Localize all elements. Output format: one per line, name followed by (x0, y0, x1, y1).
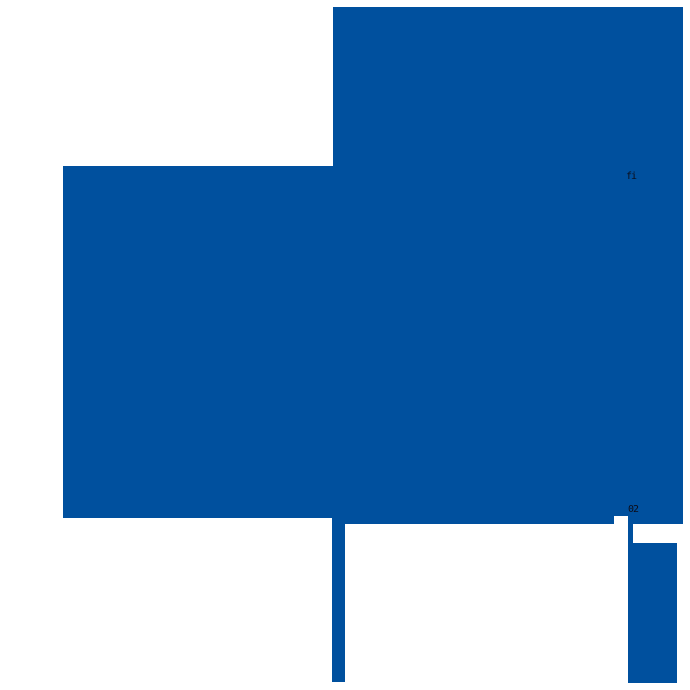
tiny-text-artifact-bottom: 02 (628, 504, 639, 515)
top-block (333, 7, 683, 166)
tiny-text-artifact-top: fi (626, 171, 637, 182)
bottom-right-bar (628, 543, 677, 683)
white-notch (614, 516, 628, 524)
right-connector (628, 515, 633, 543)
right-bottom-edge (345, 518, 683, 524)
left-thin-bar (332, 518, 345, 682)
main-block (63, 166, 683, 518)
